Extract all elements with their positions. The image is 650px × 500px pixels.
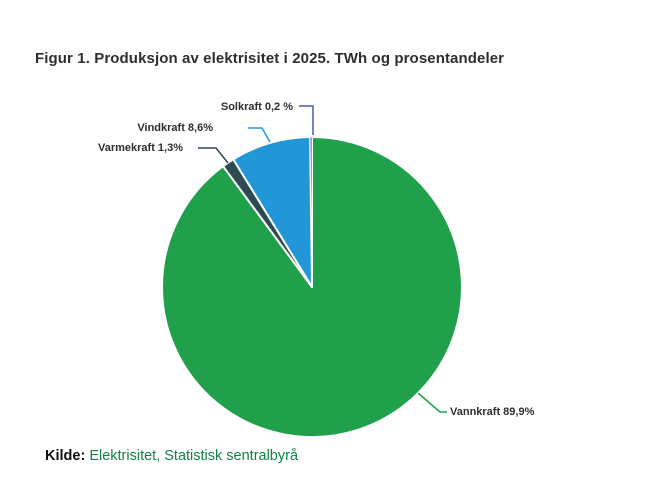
leader-line-varmekraft <box>198 147 229 164</box>
slice-label-solkraft: Solkraft 0,2 % <box>220 101 293 113</box>
slice-label-varmekraft: Varmekraft 1,3% <box>98 142 183 154</box>
source-prefix: Kilde: <box>45 448 86 464</box>
leader-line-vannkraft <box>417 392 447 413</box>
slice-label-vannkraft: Vannkraft 89,9% <box>450 406 535 418</box>
figure-title: Figur 1. Produksjon av elektrisitet i 20… <box>35 50 505 67</box>
leader-line-solkraft <box>299 105 314 135</box>
source-line: Kilde: Elektrisitet, Statistisk sentralb… <box>45 448 298 464</box>
leader-line-vindkraft <box>248 127 271 143</box>
slice-label-vindkraft: Vindkraft 8,6% <box>137 122 213 134</box>
pie-slice-solkraft <box>309 136 313 288</box>
source-link[interactable]: Elektrisitet, Statistisk sentralbyrå <box>89 448 299 464</box>
